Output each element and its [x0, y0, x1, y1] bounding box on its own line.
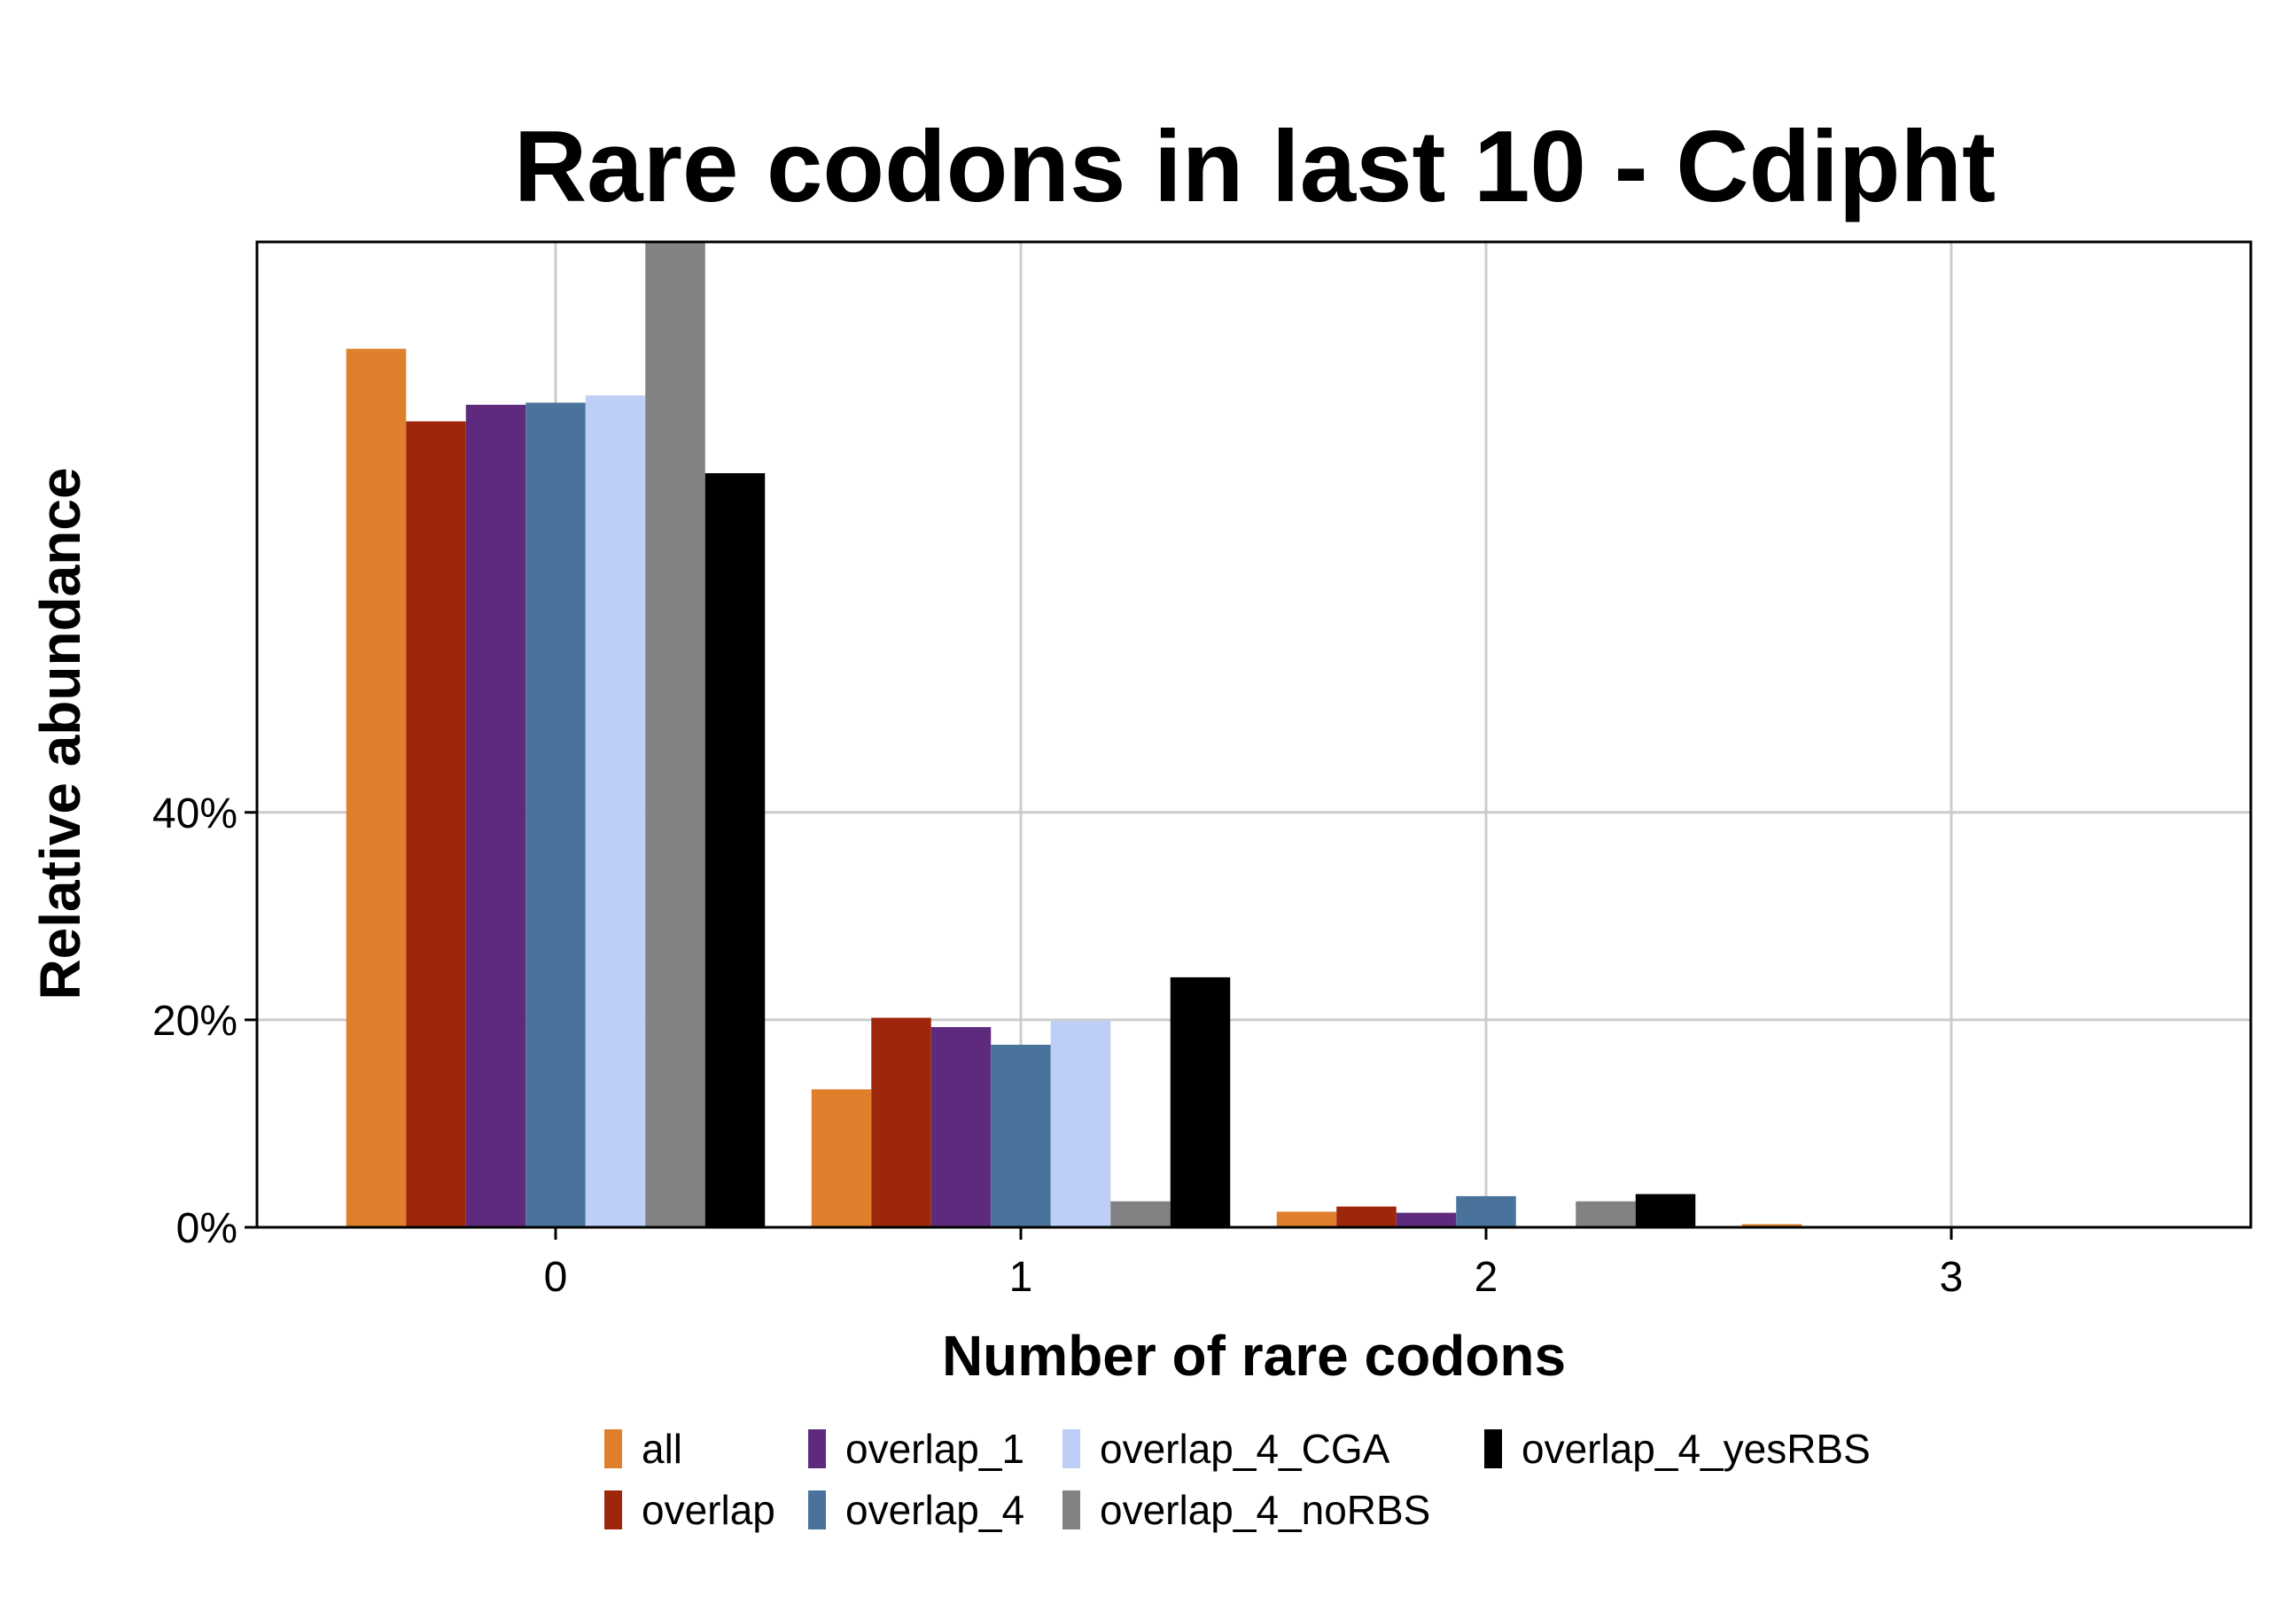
y-tick-label: 20%: [152, 998, 237, 1045]
legend-swatch: [604, 1490, 622, 1529]
y-tick-label: 0%: [176, 1205, 237, 1252]
legend-label: overlap_4_noRBS: [1100, 1487, 1430, 1533]
y-tick-label: 40%: [152, 790, 237, 837]
bar: [406, 421, 466, 1227]
bar: [930, 1027, 992, 1227]
bar: [465, 404, 526, 1227]
bar: [1110, 1201, 1171, 1227]
bars: [346, 242, 1802, 1227]
bar: [871, 1017, 931, 1227]
x-tick-label: 2: [1475, 1254, 1498, 1301]
bar: [1456, 1195, 1516, 1227]
legend-swatch: [1062, 1429, 1080, 1468]
bar: [1050, 1021, 1111, 1227]
bar: [525, 402, 586, 1227]
legend-swatch: [604, 1429, 622, 1468]
legend-label: all: [642, 1426, 682, 1472]
x-tick-label: 1: [1009, 1254, 1033, 1301]
x-axis: 0 1 2 3: [544, 1227, 1964, 1301]
x-tick-label: 3: [1940, 1254, 1964, 1301]
y-axis: 0% 20% 40%: [152, 790, 257, 1252]
bar: [346, 348, 407, 1227]
legend-label: overlap: [642, 1487, 775, 1533]
legend-label: overlap_4_yesRBS: [1522, 1426, 1871, 1472]
y-axis-title: Relative abundance: [28, 467, 92, 1000]
x-axis-title: Number of rare codons: [942, 1324, 1566, 1388]
legend-label: overlap_4: [845, 1487, 1024, 1533]
legend-label: overlap_4_CGA: [1100, 1426, 1390, 1472]
bar: [1170, 977, 1231, 1227]
bar: [704, 473, 766, 1227]
bar: [1635, 1194, 1696, 1227]
legend-swatch: [808, 1429, 826, 1468]
bar: [645, 242, 705, 1227]
legend-label: overlap_1: [845, 1426, 1024, 1472]
legend-swatch: [808, 1490, 826, 1529]
bar: [1396, 1212, 1457, 1227]
legend-swatch: [1484, 1429, 1502, 1468]
legend-swatch: [1062, 1490, 1080, 1529]
x-tick-label: 0: [544, 1254, 568, 1301]
bar: [1576, 1201, 1636, 1227]
legend: all overlap overlap_1 overlap_4 overlap_4_CG…: [604, 1426, 1871, 1533]
chart-title: Rare codons in last 10 - Cdipht: [514, 111, 1996, 223]
bar: [1276, 1211, 1337, 1227]
bar: [1336, 1206, 1397, 1227]
plot-frame: [255, 240, 2253, 1229]
bar: [1741, 1224, 1802, 1227]
bar: [991, 1044, 1051, 1227]
bar: [585, 395, 646, 1227]
bar: [811, 1089, 872, 1227]
